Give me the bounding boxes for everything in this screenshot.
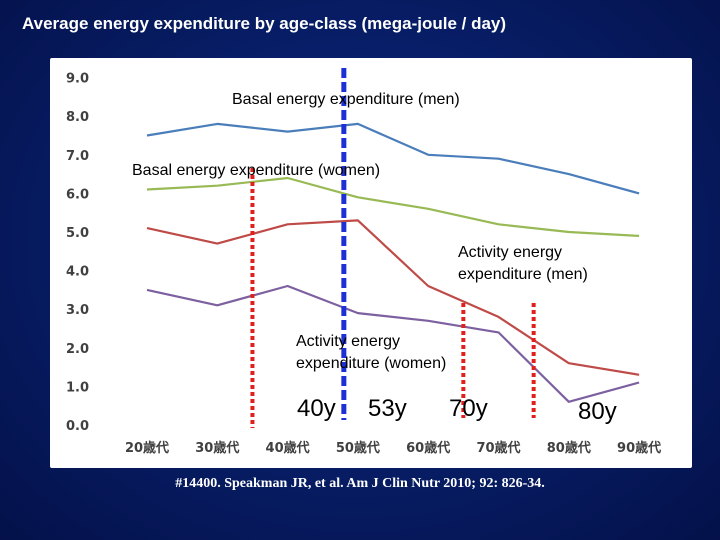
age-label-53y: 53y bbox=[368, 395, 407, 422]
y-tick-label: 9.0 bbox=[66, 72, 89, 87]
age-marker-labels: 40y 53y 70y 80y bbox=[297, 395, 617, 425]
y-tick-label: 8.0 bbox=[66, 110, 89, 125]
x-tick-label: 50歳代 bbox=[336, 440, 380, 456]
y-tick-label: 2.0 bbox=[66, 342, 89, 357]
citation: #14400. Speakman JR, et al. Am J Clin Nu… bbox=[175, 476, 545, 491]
x-tick-label: 80歳代 bbox=[547, 440, 591, 456]
series-lines bbox=[146, 122, 640, 403]
y-tick-label: 1.0 bbox=[66, 380, 89, 395]
x-tick-label: 40歳代 bbox=[266, 440, 310, 456]
annotation-basal-men: Basal energy expenditure (men) bbox=[232, 91, 460, 108]
series-line-4 bbox=[146, 284, 640, 403]
y-tick-label: 0.0 bbox=[66, 419, 89, 434]
series-line-2 bbox=[146, 176, 640, 237]
annotation-activity-women-line1: Activity energy bbox=[296, 333, 400, 350]
x-tick-label: 70歳代 bbox=[476, 440, 520, 456]
x-tick-label: 90歳代 bbox=[617, 440, 661, 456]
annotation-activity-women-line2: expenditure (women) bbox=[296, 355, 446, 372]
x-tick-label: 30歳代 bbox=[195, 440, 239, 456]
slide-title: Average energy expenditure by age-class … bbox=[22, 14, 507, 33]
y-tick-label: 3.0 bbox=[66, 303, 89, 318]
annotation-activity-men-line2: expenditure (men) bbox=[458, 266, 588, 283]
series-line-3 bbox=[146, 219, 640, 376]
y-tick-label: 4.0 bbox=[66, 265, 89, 280]
y-tick-label: 5.0 bbox=[66, 226, 89, 241]
annotations: Basal energy expenditure (men) Basal ene… bbox=[132, 91, 588, 372]
axis-ticks: 0.0 1.0 2.0 3.0 4.0 5.0 6.0 7.0 8.0 9.0 20歳代 30歳代 40… bbox=[66, 72, 661, 456]
age-label-40y: 40y bbox=[297, 395, 336, 422]
y-tick-label: 6.0 bbox=[66, 187, 89, 202]
chart-panel: 0.0 1.0 2.0 3.0 4.0 5.0 6.0 7.0 8.0 9.0 20歳代 30歳代 40… bbox=[50, 58, 692, 468]
y-tick-label: 7.0 bbox=[66, 149, 89, 164]
age-label-80y: 80y bbox=[578, 398, 617, 425]
age-marker-lines bbox=[250, 68, 536, 428]
x-tick-label: 60歳代 bbox=[406, 440, 450, 456]
series-line-1 bbox=[146, 122, 640, 195]
annotation-activity-men-line1: Activity energy bbox=[458, 244, 562, 261]
line-chart: 0.0 1.0 2.0 3.0 4.0 5.0 6.0 7.0 8.0 9.0 20歳代 30歳代 40… bbox=[66, 68, 661, 456]
annotation-basal-women: Basal energy expenditure (women) bbox=[132, 162, 380, 179]
age-label-70y: 70y bbox=[449, 395, 488, 422]
x-tick-label: 20歳代 bbox=[125, 440, 169, 456]
